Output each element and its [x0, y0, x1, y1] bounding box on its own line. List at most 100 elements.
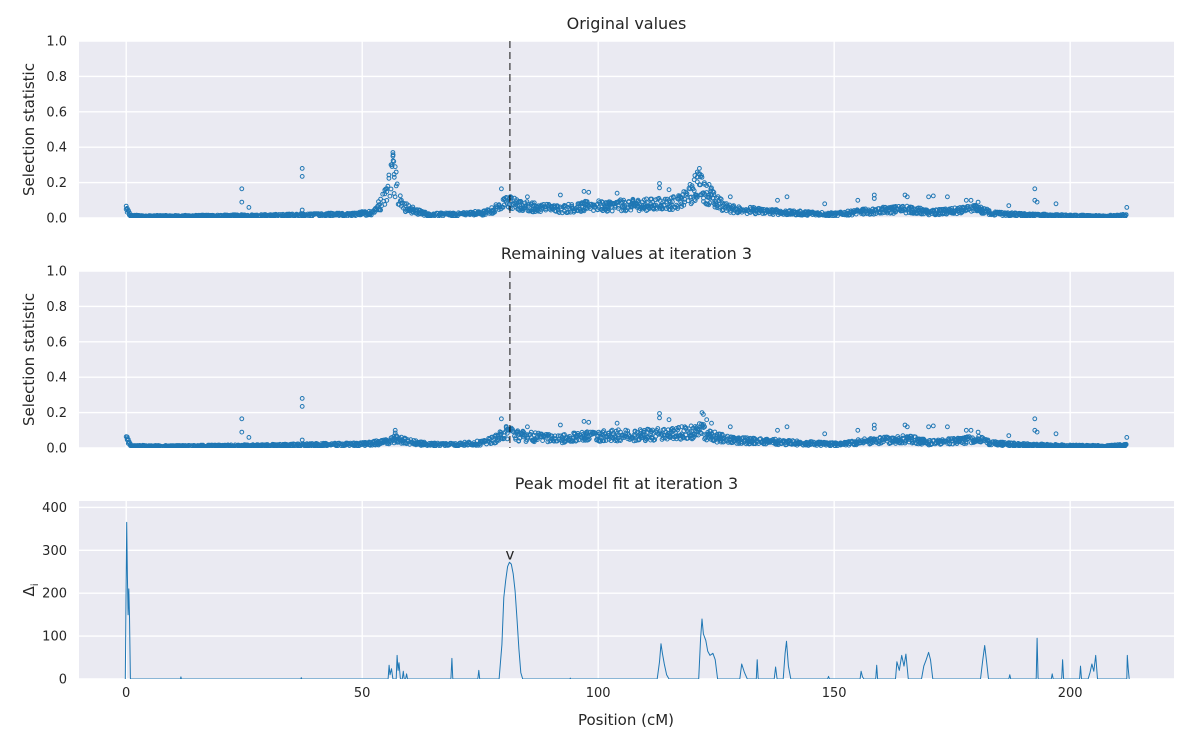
- y-tick-label: 0.2: [46, 406, 67, 421]
- data-point: [657, 181, 662, 186]
- data-point: [667, 207, 673, 212]
- data-point: [701, 195, 706, 201]
- data-point: [558, 192, 563, 198]
- data-point: [586, 419, 592, 425]
- data-point: [947, 441, 952, 446]
- data-point: [655, 426, 661, 431]
- data-point: [597, 200, 603, 205]
- data-point: [391, 174, 397, 180]
- data-point: [880, 204, 886, 210]
- data-point: [675, 206, 680, 211]
- data-point: [660, 435, 666, 441]
- scatter-points: [123, 396, 1130, 448]
- data-point: [536, 203, 541, 209]
- data-point: [562, 432, 567, 437]
- data-point: [904, 424, 910, 430]
- y-tick-label: 200: [42, 587, 67, 602]
- data-point: [697, 171, 703, 177]
- data-point: [385, 183, 391, 189]
- data-point: [214, 213, 219, 218]
- data-point: [775, 427, 780, 433]
- data-point: [399, 197, 404, 203]
- data-point: [551, 438, 557, 444]
- data-point: [378, 207, 384, 213]
- data-point: [650, 200, 655, 205]
- data-point: [525, 194, 530, 200]
- y-tick-label: 0.6: [46, 335, 67, 350]
- x-axis-label: Position (cM): [578, 711, 674, 729]
- data-point: [586, 189, 592, 195]
- data-point: [657, 411, 662, 416]
- data-point: [693, 432, 699, 438]
- data-point: [968, 435, 973, 441]
- data-point: [384, 189, 390, 195]
- data-point: [666, 187, 672, 193]
- data-point: [181, 444, 187, 448]
- data-point: [501, 436, 507, 441]
- data-point: [532, 430, 538, 436]
- data-point: [657, 415, 662, 421]
- data-point: [968, 197, 974, 203]
- data-point: [552, 433, 558, 439]
- y-tick-label: 400: [42, 501, 67, 516]
- data-point: [945, 194, 950, 200]
- x-tick-label: 200: [1058, 686, 1083, 701]
- panel-title: Remaining values at iteration 3: [501, 244, 752, 263]
- data-point: [499, 416, 504, 422]
- data-point: [784, 424, 790, 430]
- data-point: [711, 192, 717, 198]
- data-point: [701, 422, 706, 427]
- data-point: [239, 429, 245, 435]
- data-point: [965, 204, 971, 209]
- x-tick-label: 0: [122, 686, 130, 701]
- data-point: [671, 194, 676, 200]
- data-point: [685, 198, 691, 204]
- data-point: [392, 427, 398, 433]
- data-point: [701, 412, 706, 417]
- data-point: [697, 427, 702, 433]
- data-point: [641, 429, 647, 435]
- data-point: [489, 440, 495, 446]
- x-tick-label: 100: [586, 686, 611, 701]
- data-point: [930, 423, 936, 429]
- y-tick-label: 0.4: [46, 141, 67, 156]
- data-point: [392, 194, 398, 200]
- data-point: [636, 200, 642, 205]
- data-point: [539, 434, 544, 439]
- data-point: [616, 206, 621, 211]
- data-point: [382, 202, 388, 207]
- data-point: [482, 438, 487, 443]
- data-point: [397, 193, 403, 199]
- y-tick-label: 0.0: [46, 212, 67, 227]
- data-point: [692, 173, 698, 178]
- data-point: [822, 201, 828, 207]
- y-axis-label: Δi: [20, 583, 41, 596]
- y-tick-label: 0.4: [46, 371, 67, 386]
- data-point: [368, 212, 374, 218]
- data-point: [975, 199, 981, 205]
- data-point: [499, 186, 504, 192]
- y-tick-label: 0.8: [46, 300, 67, 315]
- data-point: [1006, 433, 1012, 439]
- data-point: [903, 210, 909, 216]
- y-axis-label-subscript: i: [30, 583, 41, 586]
- data-point: [400, 200, 405, 206]
- data-point: [585, 437, 591, 443]
- peak-marker: v: [505, 546, 514, 564]
- data-point: [904, 194, 910, 200]
- data-point: [525, 424, 530, 430]
- data-point: [684, 191, 690, 197]
- data-point: [639, 435, 645, 440]
- data-point: [392, 164, 398, 170]
- data-point: [584, 199, 590, 205]
- x-tick-label: 150: [822, 686, 847, 701]
- data-point: [394, 181, 400, 187]
- panel-1: 0.0 0.2 0.4 0.6 0.8 1.0 Original values Selecti…: [20, 14, 1174, 227]
- data-point: [414, 210, 420, 216]
- data-point: [709, 185, 714, 191]
- data-point: [698, 430, 703, 435]
- data-point: [815, 211, 821, 217]
- data-point: [299, 404, 305, 409]
- data-point: [388, 186, 394, 192]
